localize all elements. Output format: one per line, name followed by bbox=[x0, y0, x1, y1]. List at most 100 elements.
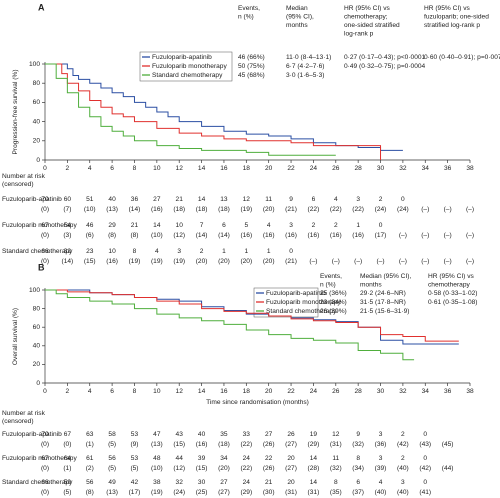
x-tick-label: 12 bbox=[176, 165, 184, 172]
at-risk: 70 bbox=[41, 431, 49, 438]
x-tick-label: 16 bbox=[220, 165, 228, 172]
at-risk: 47 bbox=[153, 431, 161, 438]
at-risk: 0 bbox=[289, 248, 293, 255]
censored: (28) bbox=[308, 465, 320, 472]
legend-label: Fuzuloparib monotherapy bbox=[152, 63, 227, 70]
censored: (–) bbox=[332, 258, 340, 265]
censored: (–) bbox=[309, 258, 317, 265]
censored: (16) bbox=[285, 232, 297, 239]
at-risk: 44 bbox=[176, 455, 184, 462]
risk-subtitle: (censored) bbox=[2, 418, 34, 425]
x-tick-label: 6 bbox=[110, 388, 114, 395]
censored: (22) bbox=[352, 206, 364, 213]
at-risk: 27 bbox=[153, 196, 161, 203]
x-tick-label: 24 bbox=[310, 165, 318, 172]
censored: (–) bbox=[444, 232, 452, 239]
x-tick-label: 18 bbox=[243, 388, 251, 395]
x-tick-label: 8 bbox=[133, 388, 137, 395]
legend-label: Standard chemotherapy bbox=[266, 308, 337, 315]
censored: (15) bbox=[173, 441, 185, 448]
risk-row-label: Fuzuloparib monotherapy bbox=[2, 222, 77, 229]
legend-label: Fuzuloparib monotherapy bbox=[266, 299, 341, 306]
at-risk: 32 bbox=[176, 479, 184, 486]
risk-row-label: Standard chemotherapy bbox=[2, 248, 73, 255]
stat-cell: 45 (68%) bbox=[238, 72, 265, 79]
censored: (16) bbox=[196, 441, 208, 448]
at-risk: 4 bbox=[379, 479, 383, 486]
at-risk: 53 bbox=[131, 431, 139, 438]
censored: (–) bbox=[376, 258, 384, 265]
x-tick-label: 0 bbox=[43, 165, 47, 172]
censored: (40) bbox=[397, 465, 409, 472]
at-risk: 21 bbox=[265, 479, 273, 486]
censored: (1) bbox=[63, 465, 71, 472]
at-risk: 35 bbox=[220, 431, 228, 438]
x-tick-label: 6 bbox=[110, 165, 114, 172]
stat-cell: 21·5 (15·6–31·9) bbox=[360, 308, 409, 315]
censored: (15) bbox=[196, 465, 208, 472]
column-header: HR (95% CI) vs bbox=[424, 5, 470, 12]
at-risk: 63 bbox=[86, 431, 94, 438]
at-risk: 39 bbox=[198, 455, 206, 462]
at-risk: 9 bbox=[289, 196, 293, 203]
y-tick-label: 0 bbox=[36, 380, 40, 387]
at-risk: 1 bbox=[244, 248, 248, 255]
censored: (–) bbox=[466, 232, 474, 239]
at-risk: 2 bbox=[379, 196, 383, 203]
at-risk: 13 bbox=[220, 196, 228, 203]
y-tick-label: 100 bbox=[29, 61, 40, 68]
censored: (5) bbox=[130, 465, 138, 472]
stat-cell: 0·27 (0·17–0·43); p<0·0001 bbox=[344, 54, 426, 61]
at-risk: 36 bbox=[131, 196, 139, 203]
at-risk: 26 bbox=[287, 431, 295, 438]
censored: (45) bbox=[442, 441, 454, 448]
censored: (14) bbox=[129, 206, 141, 213]
censored: (32) bbox=[352, 441, 364, 448]
column-header: n (%) bbox=[238, 13, 254, 20]
column-header: chemotherapy bbox=[428, 281, 470, 288]
censored: (19) bbox=[240, 206, 252, 213]
censored: (10) bbox=[151, 232, 163, 239]
panel-label: A bbox=[38, 2, 45, 12]
censored: (19) bbox=[129, 258, 141, 265]
at-risk: 23 bbox=[86, 248, 94, 255]
at-risk: 3 bbox=[401, 479, 405, 486]
censored: (41) bbox=[419, 489, 431, 496]
at-risk: 24 bbox=[243, 455, 251, 462]
stat-cell: 0·49 (0·32–0·75); p=0·0004 bbox=[344, 63, 426, 70]
x-axis-label: Time since randomisation (months) bbox=[206, 399, 309, 406]
censored: (5) bbox=[108, 465, 116, 472]
x-tick-label: 30 bbox=[377, 165, 385, 172]
at-risk: 0 bbox=[423, 455, 427, 462]
censored: (42) bbox=[419, 465, 431, 472]
at-risk: 42 bbox=[131, 479, 139, 486]
censored: (34) bbox=[352, 465, 364, 472]
x-tick-label: 16 bbox=[220, 388, 228, 395]
at-risk: 0 bbox=[423, 479, 427, 486]
at-risk: 0 bbox=[423, 431, 427, 438]
at-risk: 5 bbox=[244, 222, 248, 229]
at-risk: 14 bbox=[310, 479, 318, 486]
legend-label: Standard chemotherapy bbox=[152, 72, 223, 79]
censored: (1) bbox=[86, 441, 94, 448]
x-tick-label: 20 bbox=[265, 388, 273, 395]
legend-label: Fuzuloparib-apatinib bbox=[266, 290, 326, 297]
column-header: log-rank p bbox=[344, 30, 374, 37]
censored: (29) bbox=[308, 441, 320, 448]
censored: (0) bbox=[41, 441, 49, 448]
stat-cell: 46 (66%) bbox=[238, 54, 265, 61]
at-risk: 67 bbox=[41, 222, 49, 229]
at-risk: 2 bbox=[312, 222, 316, 229]
censored: (22) bbox=[330, 206, 342, 213]
risk-row-label: Fuzuloparib-apatinib bbox=[2, 431, 62, 438]
censored: (16) bbox=[352, 232, 364, 239]
censored: (14) bbox=[218, 232, 230, 239]
stat-cell: 23 (34%) bbox=[320, 299, 347, 306]
at-risk: 32 bbox=[64, 248, 72, 255]
at-risk: 29 bbox=[108, 222, 116, 229]
survival-curve bbox=[45, 63, 382, 160]
at-risk: 2 bbox=[401, 455, 405, 462]
at-risk: 56 bbox=[108, 455, 116, 462]
at-risk: 9 bbox=[356, 431, 360, 438]
stat-cell: 29·2 (24·6–NR) bbox=[360, 290, 406, 297]
